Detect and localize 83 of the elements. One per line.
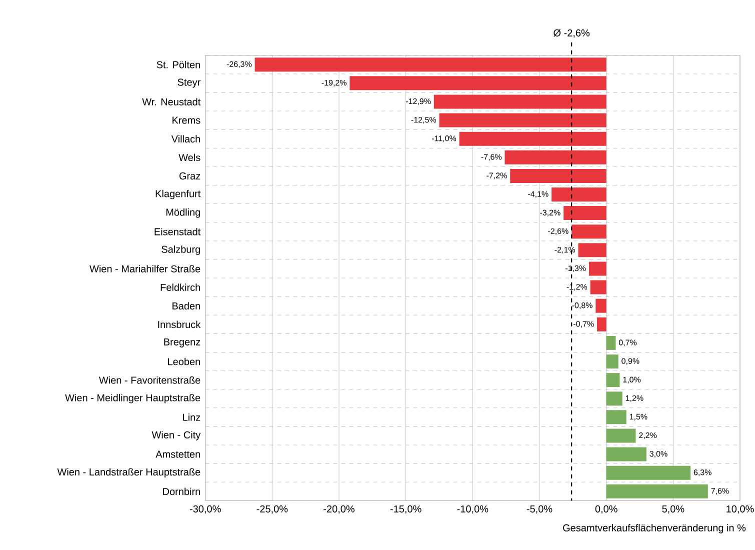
x-tick-label: -30,0% (190, 505, 221, 514)
bar (606, 447, 646, 462)
bar (588, 262, 606, 276)
ref-line-label: Ø -2,6% (554, 29, 590, 38)
bar (606, 410, 626, 424)
x-tick-label: 5,0% (662, 505, 684, 514)
bar (596, 298, 606, 313)
data-label: -2,6% (548, 228, 568, 235)
data-label: -4,1% (528, 191, 548, 198)
y-tick-label: Eisenstadt (154, 228, 201, 236)
bar (254, 58, 606, 72)
y-tick-label: Mödling (166, 208, 200, 218)
data-label: -7,6% (481, 154, 502, 161)
data-label: 7,6% (711, 488, 729, 495)
bar (590, 280, 606, 294)
bar (552, 188, 606, 202)
bar (572, 224, 606, 239)
data-label: -1,3% (565, 265, 586, 272)
y-tick-label: Innsbruck (158, 320, 201, 328)
data-label: -7,2% (486, 172, 507, 180)
data-label: -1,2% (566, 284, 588, 291)
bar (578, 243, 606, 258)
bar (596, 317, 606, 332)
x-tick-label: -25,0% (256, 505, 288, 514)
y-tick-label: Wien - Mariahilfer Straße (90, 265, 200, 272)
bar (350, 76, 606, 90)
x-axis-title: Gesamtverkaufsflächenveränderung in % (563, 524, 746, 534)
bar (510, 168, 606, 183)
data-label: -3,2% (540, 210, 560, 216)
data-label: 1,5% (630, 414, 648, 420)
y-tick-label: Steyr (178, 78, 200, 88)
x-tick-label: 0,0% (595, 505, 618, 514)
data-label: -11,0% (432, 136, 456, 142)
y-tick-label: Graz (179, 172, 200, 180)
bar (606, 466, 691, 480)
y-tick-label: Baden (172, 302, 200, 310)
y-tick-label: Villach (171, 135, 200, 143)
y-tick-label: Krems (172, 116, 200, 124)
y-tick-label: Salzburg (162, 246, 200, 255)
y-tick-label: Bregenz (164, 338, 200, 348)
bar (504, 150, 606, 164)
x-tick-label: -5,0% (526, 505, 552, 514)
data-label: 1,0% (623, 376, 641, 384)
data-label: 1,2% (626, 395, 644, 402)
y-tick-label: Wien - Landstraßer Hauptstraße (57, 468, 200, 478)
y-tick-label: Linz (183, 414, 200, 421)
y-tick-label: Wels (178, 154, 200, 162)
data-label: -12,5% (411, 116, 436, 124)
y-tick-label: Leoben (168, 358, 200, 366)
data-label: -2,1% (554, 246, 576, 254)
data-label: -12,9% (406, 98, 431, 106)
bar (564, 206, 606, 220)
y-tick-label: St. Pölten (156, 60, 200, 68)
bar (606, 392, 622, 406)
bar (459, 132, 606, 146)
y-tick-label: Feldkirch (160, 284, 200, 291)
bar (606, 428, 636, 443)
data-label: 0,7% (618, 340, 637, 346)
y-tick-label: Amstetten (156, 450, 200, 458)
y-tick-label: Klagenfurt (156, 190, 201, 200)
bar (434, 94, 606, 109)
data-label: 2,2% (639, 432, 657, 440)
x-tick-label: -10,0% (457, 505, 488, 514)
bar (439, 113, 606, 128)
bar (606, 484, 708, 498)
y-tick-label: Wien - Favoritenstraße (98, 376, 200, 384)
data-label: 3,0% (650, 450, 668, 458)
y-tick-label: Wr. Neustadt (142, 98, 201, 106)
data-label: -26,3% (226, 61, 252, 68)
x-tick-label: 10,0% (726, 505, 754, 514)
y-tick-label: Wien - Meidlinger Hauptstraße (65, 394, 200, 404)
bar (606, 336, 616, 350)
data-label: 6,3% (694, 470, 712, 476)
x-tick-label: -15,0% (390, 505, 422, 514)
y-tick-label: Dornbirn (163, 488, 200, 496)
data-label: -19,2% (322, 80, 346, 86)
bar (606, 373, 620, 388)
data-label: 0,9% (622, 358, 640, 365)
x-tick-label: -20,0% (324, 505, 354, 514)
data-label: -0,7% (574, 321, 594, 328)
bar (606, 354, 618, 369)
y-tick-label: Wien - City (152, 431, 201, 440)
data-label: -0,8% (572, 302, 592, 310)
